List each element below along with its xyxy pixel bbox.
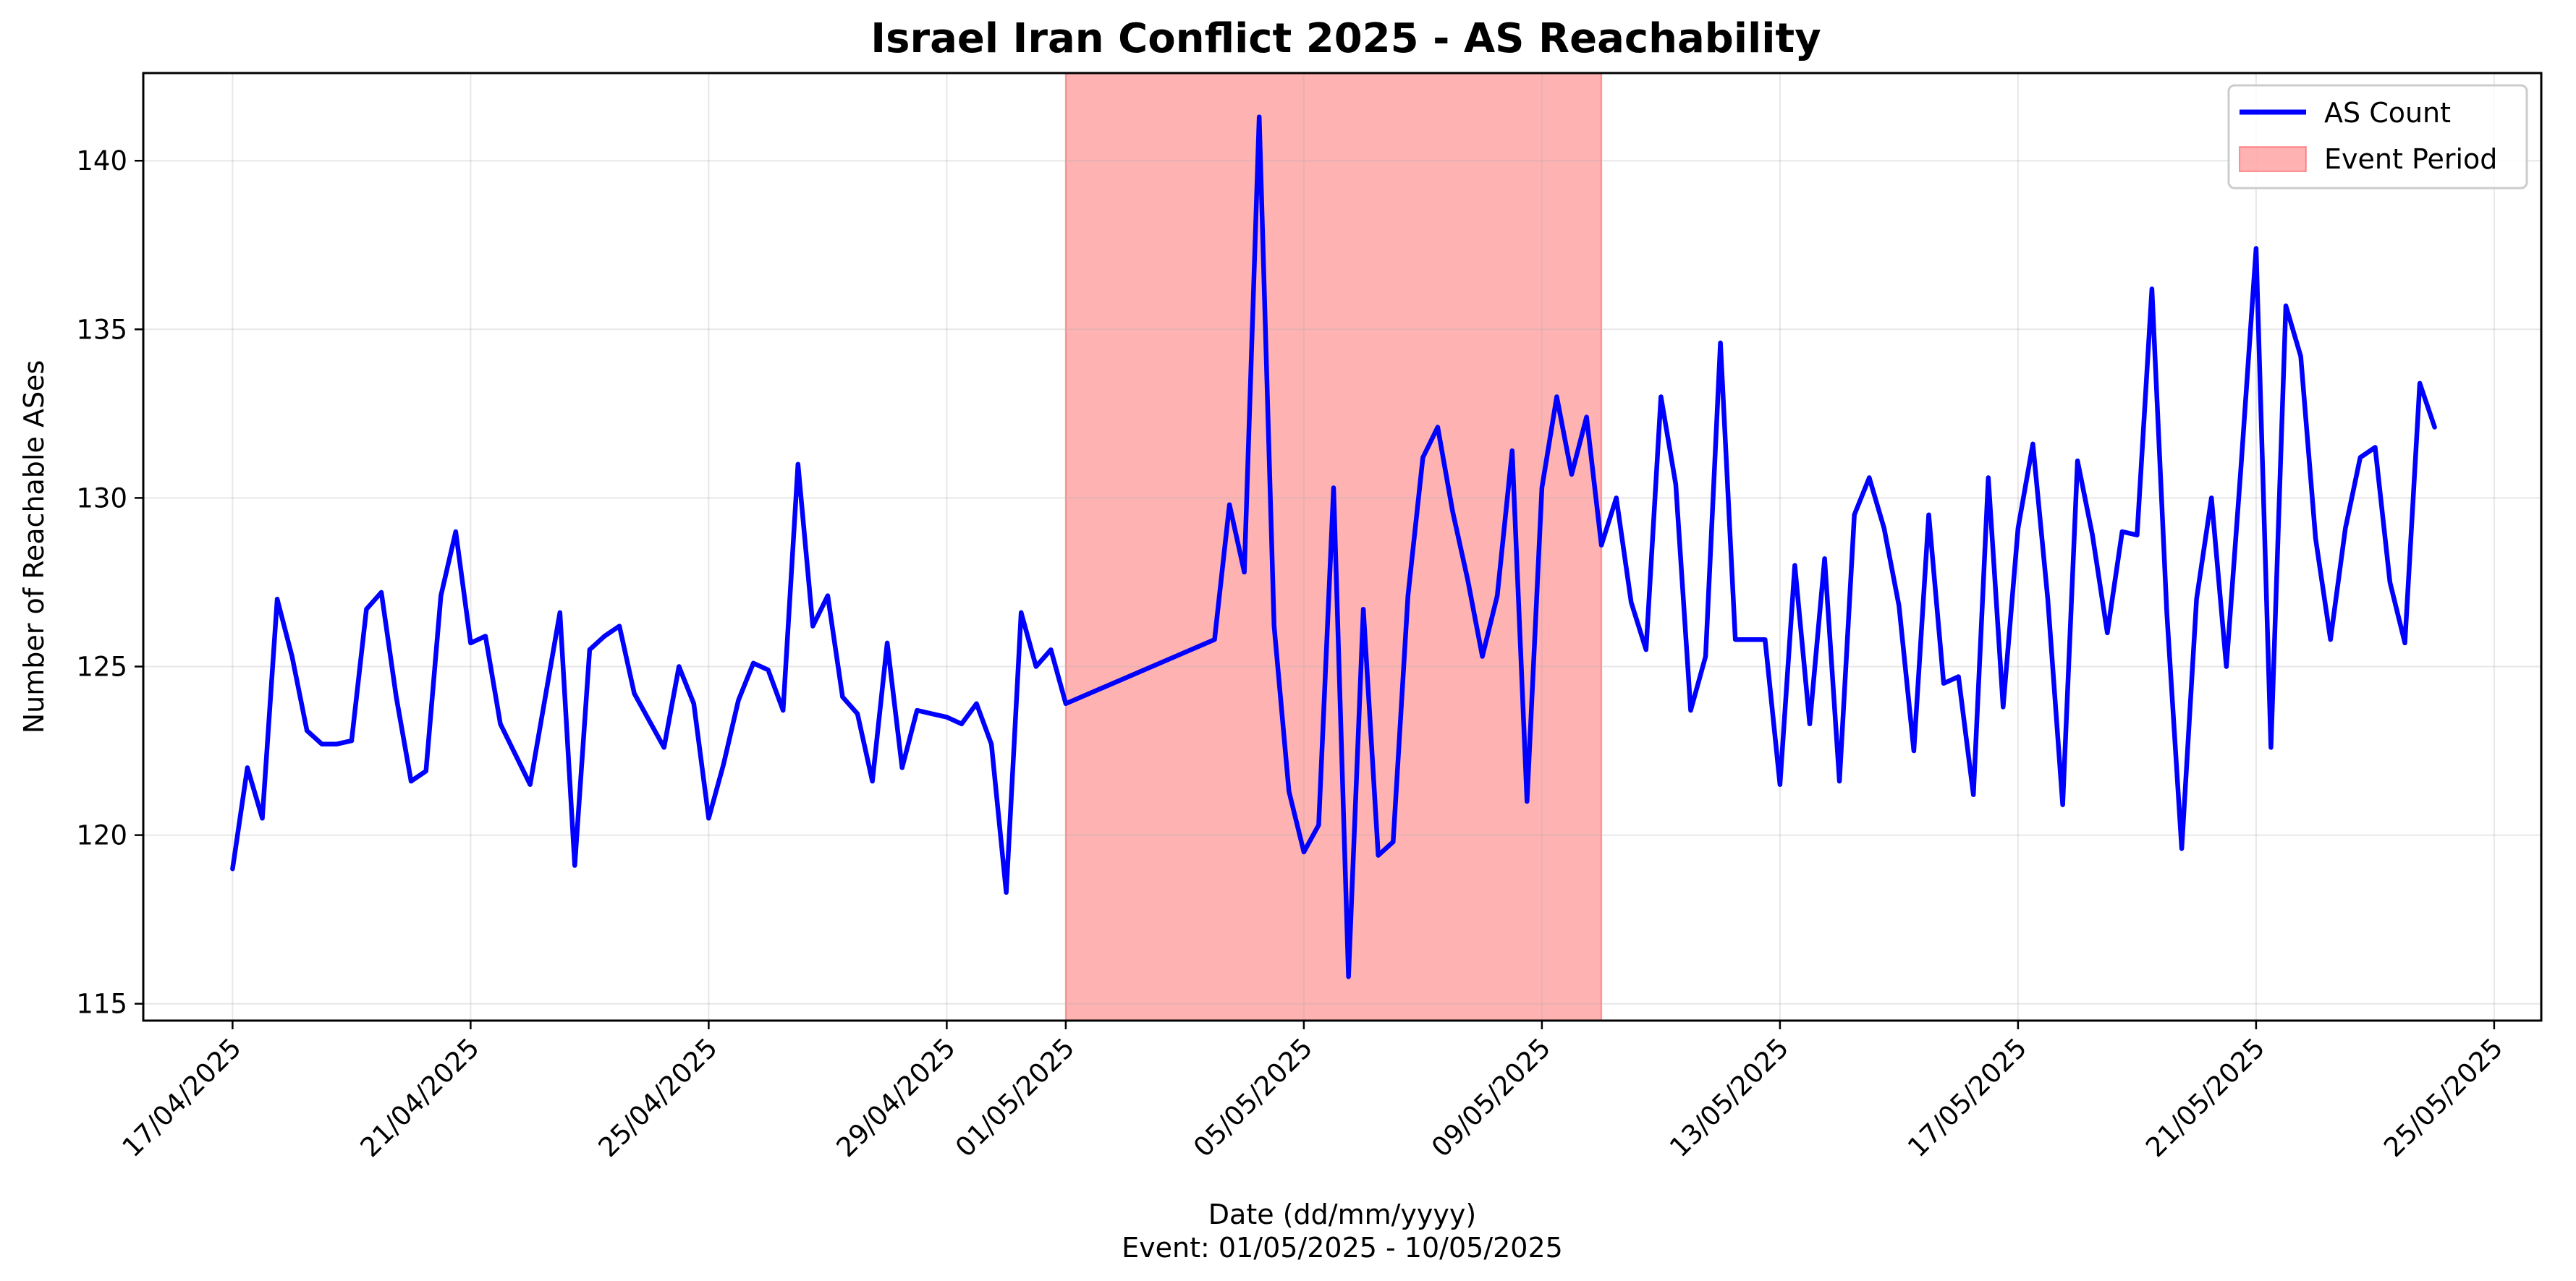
series-layer bbox=[230, 114, 2437, 979]
y-tick-label: 125 bbox=[76, 651, 127, 682]
y-tick-label: 120 bbox=[76, 820, 127, 851]
y-tick-label: 130 bbox=[76, 482, 127, 514]
grid bbox=[143, 73, 2541, 1021]
y-tick-label: 140 bbox=[76, 145, 127, 176]
legend-swatch-event-period bbox=[2239, 146, 2307, 172]
chart-title: Israel Iran Conflict 2025 - AS Reachabil… bbox=[870, 15, 1821, 62]
y-axis-label: Number of Reachable ASes bbox=[18, 360, 50, 734]
x-axis-label: Date (dd/mm/yyyy) bbox=[1208, 1199, 1476, 1230]
legend: AS Count Event Period bbox=[2227, 84, 2528, 190]
y-axis: 115 120 125 130 135 140 bbox=[76, 145, 143, 1020]
y-tick-label: 135 bbox=[76, 314, 127, 345]
series-line-as-count bbox=[230, 114, 2437, 979]
plot-area bbox=[142, 72, 2543, 1022]
plot-frame bbox=[142, 72, 2543, 1022]
y-tick-label: 115 bbox=[76, 989, 127, 1020]
legend-label-event-period: Event Period bbox=[2324, 143, 2497, 175]
plot-background bbox=[143, 73, 2541, 1021]
legend-label-as-count: AS Count bbox=[2324, 97, 2451, 129]
x-axis-event-note: Event: 01/05/2025 - 10/05/2025 bbox=[1122, 1232, 1563, 1264]
